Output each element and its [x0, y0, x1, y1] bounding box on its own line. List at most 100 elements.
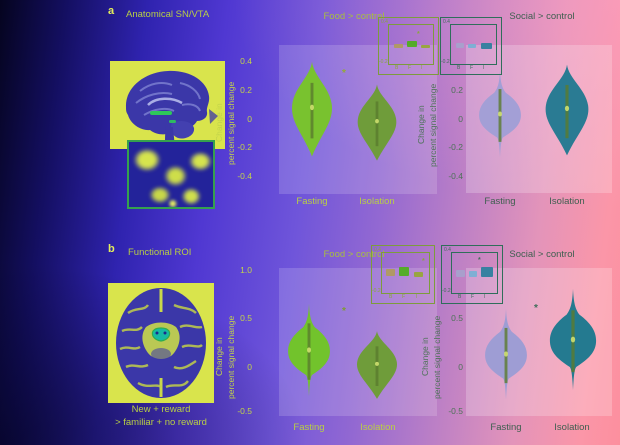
- y-axis-label-line1: Change in: [214, 103, 224, 143]
- inset-xtick: B: [458, 294, 462, 300]
- significance-star-food-b: *: [342, 306, 346, 317]
- inset-axes: *: [381, 252, 430, 294]
- violin-fasting-food-b: [286, 303, 332, 397]
- xtick-fasting: Fasting: [293, 422, 325, 433]
- inset-ymax: 0.4: [374, 247, 381, 253]
- inset-box-i: [481, 267, 493, 277]
- functional-roi-highlight: [151, 327, 171, 342]
- ytick: -0.4: [237, 171, 252, 181]
- y-axis-label-social-b: Change in percent signal change: [419, 292, 445, 422]
- violin-fasting-social-b: [483, 308, 529, 400]
- panel-b-title: Functional ROI: [128, 247, 192, 258]
- inset-ymin: -0.2: [372, 288, 381, 294]
- inset-axes: *: [451, 252, 498, 294]
- inset-boxplot-food-a: 0.4 -0.2 * B F I: [378, 17, 439, 75]
- ytick: 0.5: [240, 313, 252, 323]
- inset-xtick: F: [402, 294, 406, 300]
- inset-box-f: [469, 271, 477, 277]
- inset-ymax: 0.4: [444, 247, 451, 253]
- violin-isolation-social-a: [543, 63, 591, 157]
- inset-axes: *: [388, 24, 434, 65]
- violin-fasting-food-a: [283, 60, 341, 158]
- inset-xtick: I: [421, 65, 423, 71]
- subplot-title-social-a: Social > control: [509, 11, 575, 22]
- snvta-highlight: [150, 111, 172, 115]
- inset-box-b: [456, 270, 465, 277]
- violin-isolation-social-b: [541, 288, 605, 391]
- inset-ymin: -0.2: [442, 288, 451, 294]
- inset-box-b: [456, 43, 464, 48]
- inset-box-i: [481, 43, 492, 49]
- ytick: -0.5: [448, 406, 463, 416]
- significance-star-social-b: *: [534, 303, 538, 314]
- inset-star: *: [478, 257, 481, 264]
- subplot-title-social-b: Social > control: [509, 249, 575, 260]
- inset-xtick: I: [483, 65, 485, 71]
- xtick-isolation: Isolation: [359, 196, 395, 207]
- y-axis-label-line1: Change in: [420, 337, 430, 377]
- inset-xtick: F: [471, 294, 475, 300]
- roi-caption-line2: > familiar + no reward: [115, 417, 207, 428]
- y-axis-label-line2: percent signal change: [226, 315, 236, 399]
- xtick-fasting: Fasting: [490, 422, 522, 433]
- xtick-isolation: Isolation: [554, 422, 590, 433]
- subplot-title-food-a: Food > control: [323, 11, 385, 22]
- midbrain-zoom-inset: [127, 140, 215, 209]
- inset-ymax: 0.4: [443, 19, 450, 25]
- inset-box-f: [399, 267, 409, 276]
- ytick: 0.2: [240, 85, 252, 95]
- xtick-fasting: Fasting: [484, 196, 516, 207]
- inset-boxplot-food-b: 0.4 -0.2 * B F I: [371, 245, 435, 304]
- inset-boxplot-social-a: 0.4 -0.2 B F I: [440, 17, 502, 75]
- inset-box-i: [414, 272, 423, 277]
- inset-xtick: F: [408, 65, 412, 71]
- ytick: -0.2: [237, 142, 252, 152]
- ytick: 1.0: [240, 265, 252, 275]
- inset-xtick: I: [416, 294, 418, 300]
- inset-xtick: I: [484, 294, 486, 300]
- inset-star: *: [422, 258, 425, 265]
- inset-boxplot-social-b: 0.4 -0.2 * B F I: [441, 245, 503, 304]
- sagittal-brain-mri: [110, 61, 225, 149]
- inset-box-i: [421, 45, 430, 48]
- y-axis-label-line1: Change in: [416, 105, 426, 145]
- axial-brain-mri: [108, 283, 214, 403]
- inset-box-f: [407, 41, 417, 47]
- inset-ymin: -0.2: [441, 59, 450, 65]
- inset-ymin: -0.2: [379, 59, 388, 65]
- inset-star: *: [417, 31, 420, 38]
- ytick: -0.4: [448, 171, 463, 181]
- inset-ymax: 0.4: [381, 19, 388, 25]
- midbrain-zoom-blobs: [129, 142, 213, 207]
- ytick: -0.2: [448, 142, 463, 152]
- ytick: 0: [458, 362, 463, 372]
- violin-isolation-food-b: [355, 330, 399, 400]
- inset-box-b: [394, 44, 403, 48]
- y-axis-label-line1: Change in: [214, 337, 224, 377]
- ytick: 0: [458, 114, 463, 124]
- panel-a-title: Anatomical SN/VTA: [126, 9, 210, 20]
- roi-caption-line1: New + reward: [131, 404, 191, 415]
- violin-isolation-food-a: [356, 83, 398, 162]
- y-axis-label-food-b: Change in percent signal change: [213, 292, 239, 422]
- inset-xtick: B: [457, 65, 461, 71]
- xtick-isolation: Isolation: [360, 422, 396, 433]
- ytick: 0: [247, 114, 252, 124]
- y-axis-label-line2: percent signal change: [432, 315, 442, 399]
- panel-a-label: a: [108, 5, 115, 17]
- ytick: 0.5: [451, 313, 463, 323]
- ytick: 0: [247, 362, 252, 372]
- panel-b-label: b: [108, 243, 115, 255]
- inset-xtick: B: [395, 65, 399, 71]
- xtick-isolation: Isolation: [549, 196, 585, 207]
- violin-fasting-social-a: [477, 70, 523, 158]
- inset-box-b: [386, 269, 395, 276]
- significance-star-food-a: *: [342, 68, 346, 79]
- inset-xtick: F: [470, 65, 474, 71]
- inset-axes: [450, 24, 497, 65]
- ytick: -0.5: [237, 406, 252, 416]
- subplot-title-food-b: Food > control: [323, 249, 385, 260]
- xtick-fasting: Fasting: [296, 196, 328, 207]
- inset-xtick: B: [389, 294, 393, 300]
